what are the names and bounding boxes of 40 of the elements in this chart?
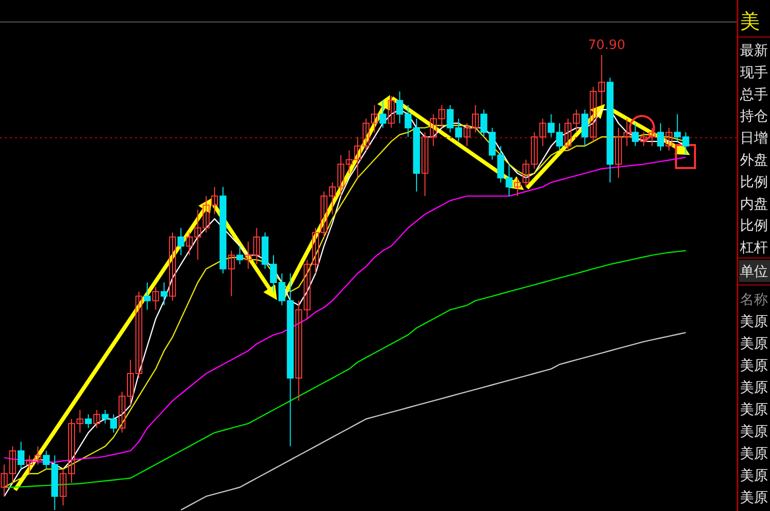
text: 现手 (740, 64, 768, 81)
candlestick (236, 246, 244, 265)
text: 美原 (740, 402, 768, 418)
text: 美原 (740, 336, 768, 352)
text: 美原 (740, 358, 768, 374)
candlestick (144, 282, 151, 310)
candlestick (379, 100, 386, 128)
text: 杠杆 (739, 240, 768, 256)
text: 美原 (740, 468, 768, 484)
candlestick (388, 95, 395, 128)
candlestick (93, 409, 100, 429)
candlestick (42, 450, 50, 470)
text: 持仓 (740, 108, 768, 125)
text: 总手 (739, 86, 768, 103)
text: 外盘 (740, 152, 768, 168)
candlestick (666, 127, 672, 152)
candlestick (632, 122, 639, 146)
text: 名称 (740, 292, 768, 308)
text: 美原 (740, 314, 768, 330)
text: 比例 (740, 218, 768, 234)
text: 美 (740, 9, 760, 33)
text: 内盘 (740, 196, 768, 212)
text: 最新 (740, 43, 768, 59)
text: 比例 (740, 174, 768, 190)
text: 美原 (740, 446, 768, 462)
annotation: 70.90 (588, 38, 626, 53)
candlestick (581, 109, 588, 146)
candlestick (657, 122, 664, 152)
candlestick (152, 286, 160, 310)
text: 日增 (740, 130, 768, 147)
text: 美原 (740, 380, 768, 396)
candlestick (169, 232, 176, 302)
text: 美原 (740, 424, 768, 440)
candlestick (177, 227, 184, 256)
candlestick (84, 414, 92, 429)
text: 单位 (740, 264, 768, 280)
text: 美原 (740, 490, 768, 506)
candlestick (160, 282, 168, 306)
candlestick (18, 441, 24, 470)
candlestick (228, 250, 235, 297)
